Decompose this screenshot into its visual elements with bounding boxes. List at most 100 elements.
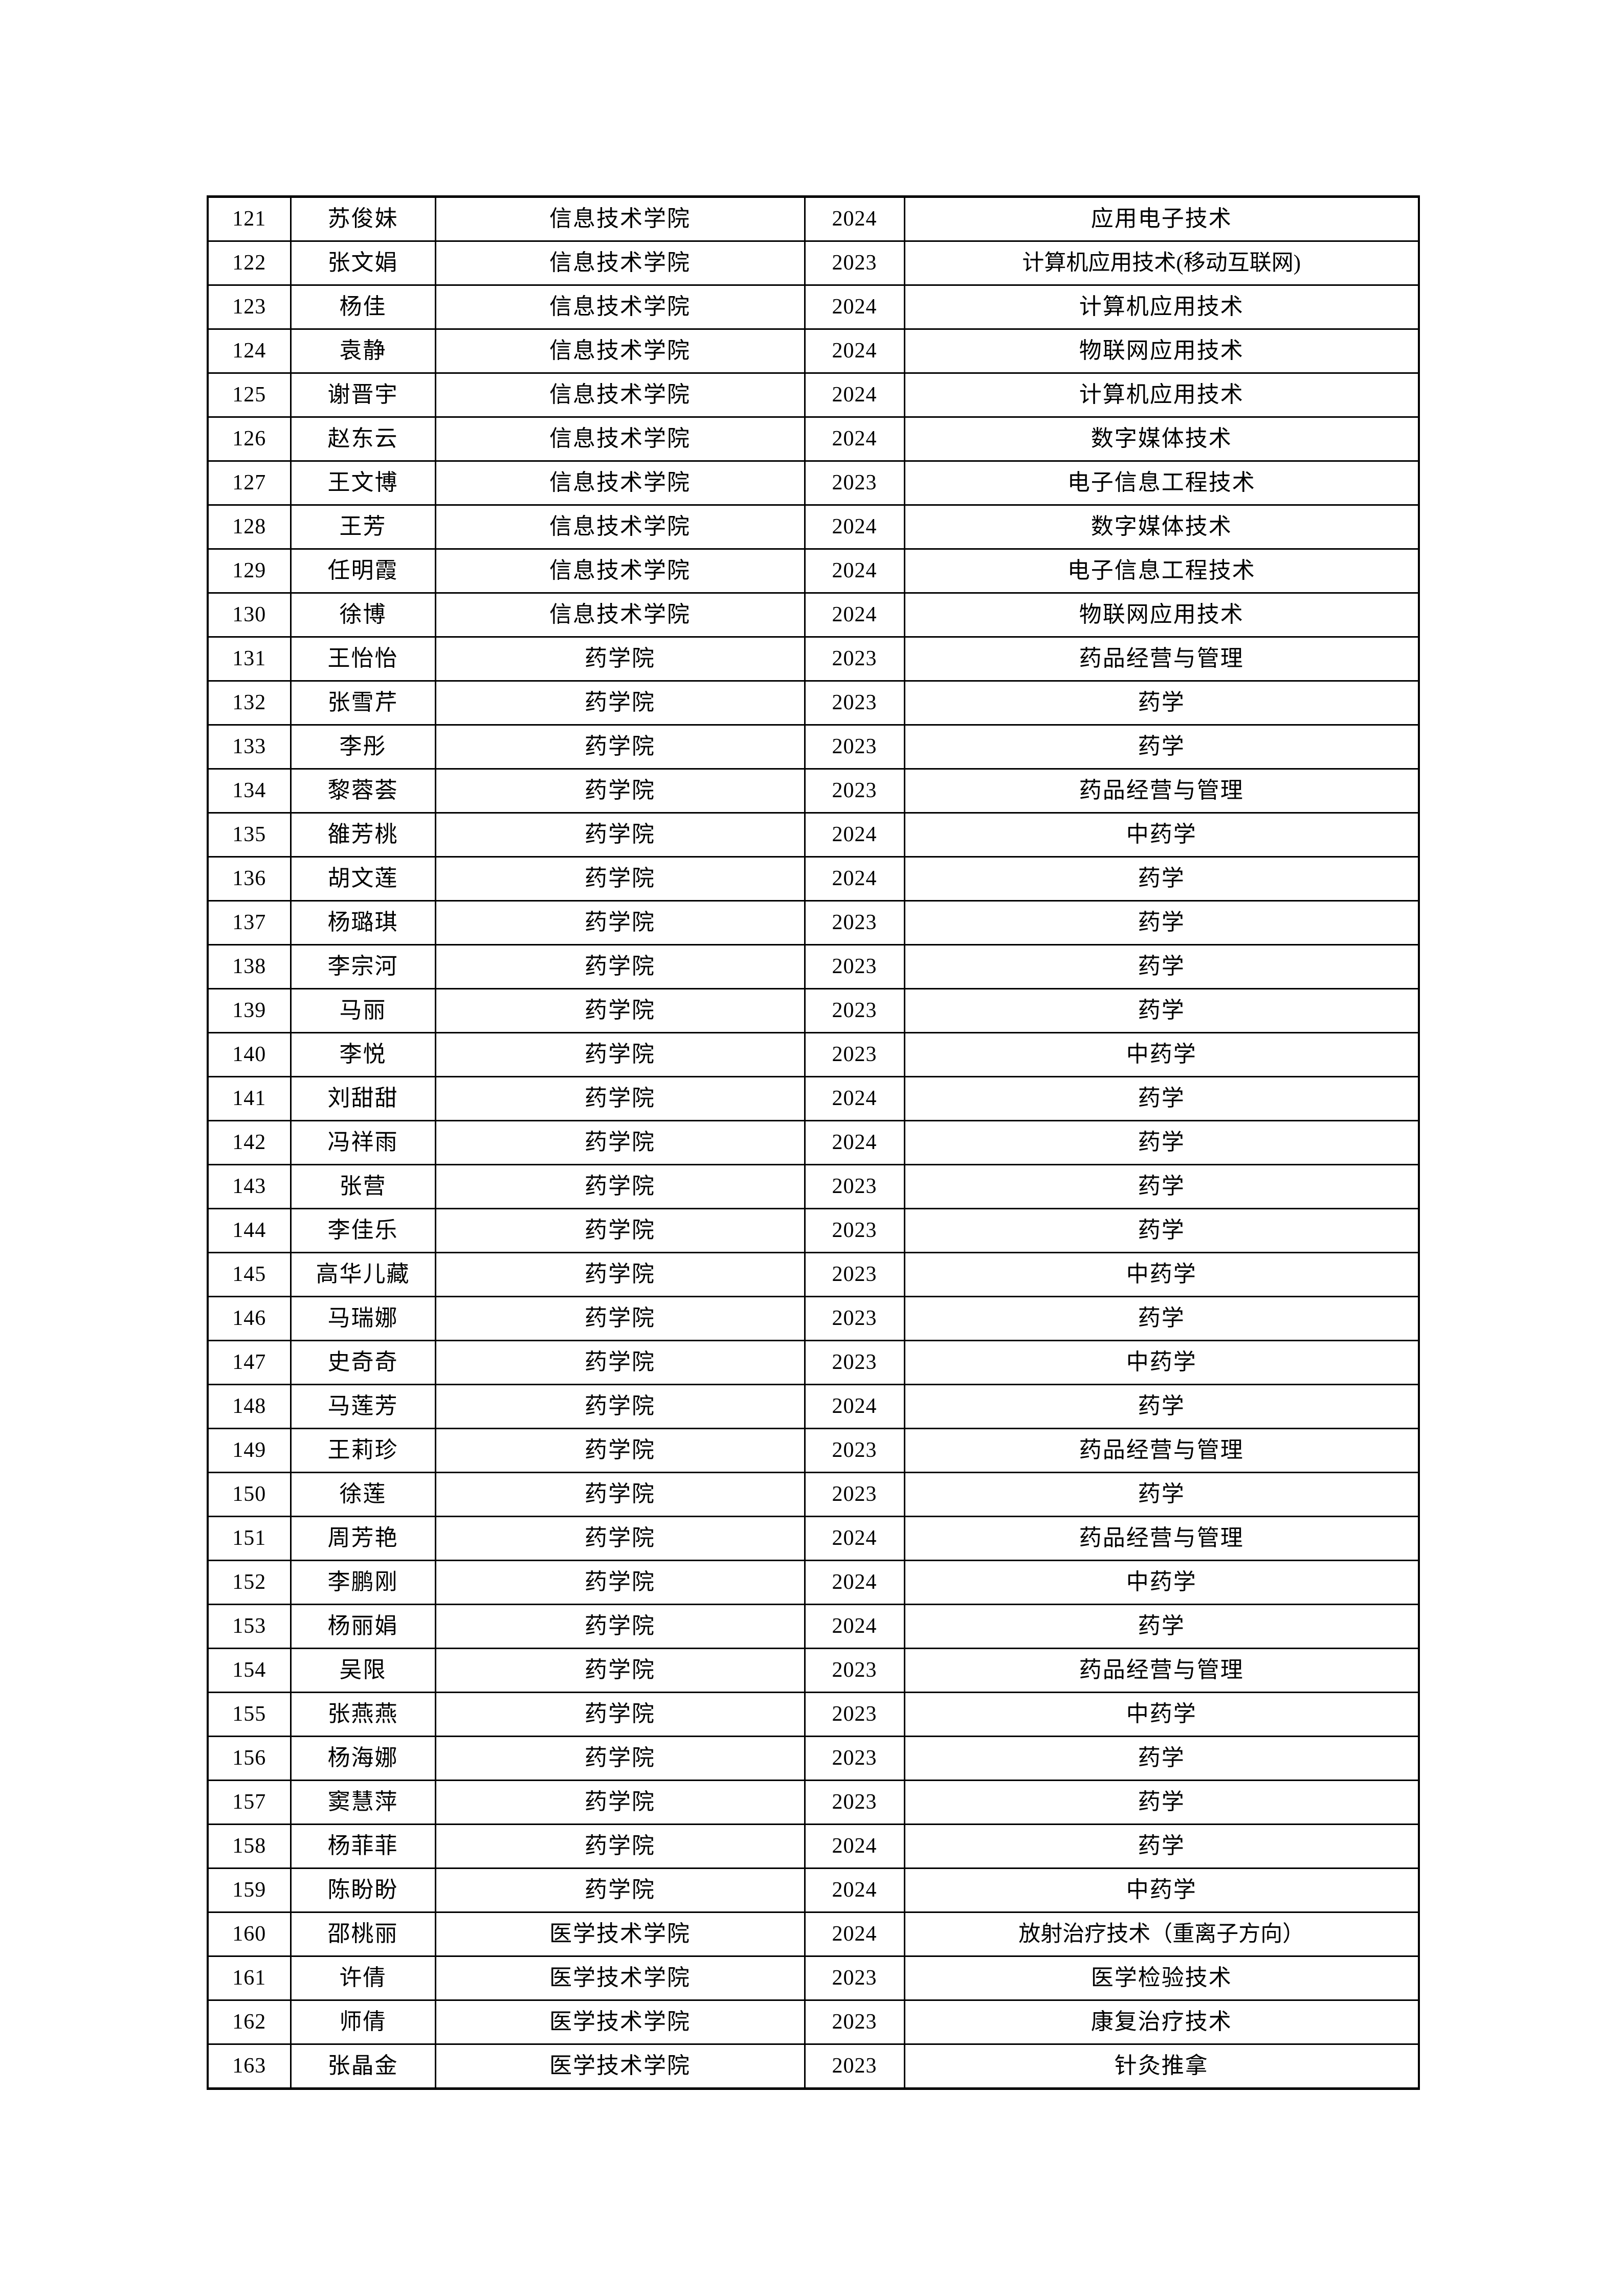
cell-year: 2024 [805,549,905,594]
cell-student-name: 雒芳桃 [291,813,436,858]
table-row: 142 冯祥雨 药学院 2024 药学 [208,1120,1419,1165]
cell-serial-number: 134 [208,769,292,814]
cell-student-name: 杨璐琪 [291,901,436,946]
cell-major: 药学 [904,1076,1419,1121]
cell-serial-number: 155 [208,1692,292,1737]
cell-student-name: 李鹏刚 [291,1560,436,1605]
cell-year: 2023 [805,988,905,1033]
cell-major: 计算机应用技术 [904,373,1419,418]
table-row: 127 王文博 信息技术学院 2023 电子信息工程技术 [208,461,1419,506]
cell-year: 2023 [805,1164,905,1209]
cell-year: 2024 [805,1604,905,1649]
cell-student-name: 王怡怡 [291,637,436,682]
table-row: 135 雒芳桃 药学院 2024 中药学 [208,813,1419,858]
cell-student-name: 窦慧萍 [291,1780,436,1825]
cell-major: 药学 [904,1164,1419,1209]
cell-college: 药学院 [435,1340,806,1385]
cell-serial-number: 150 [208,1472,292,1517]
cell-serial-number: 153 [208,1604,292,1649]
table-row: 151 周芳艳 药学院 2024 药品经营与管理 [208,1516,1419,1561]
cell-student-name: 马莲芳 [291,1384,436,1429]
cell-college: 药学院 [435,857,806,902]
cell-college: 药学院 [435,1648,806,1693]
cell-year: 2023 [805,1252,905,1297]
cell-student-name: 吴限 [291,1648,436,1693]
cell-serial-number: 127 [208,461,292,506]
cell-year: 2023 [805,241,905,286]
cell-serial-number: 137 [208,901,292,946]
cell-year: 2024 [805,1912,905,1957]
cell-student-name: 杨菲菲 [291,1824,436,1869]
cell-year: 2023 [805,944,905,989]
cell-college: 信息技术学院 [435,549,806,594]
cell-college: 药学院 [435,1824,806,1869]
cell-college: 医学技术学院 [435,2044,806,2089]
cell-college: 药学院 [435,1076,806,1121]
cell-major: 数字媒体技术 [904,417,1419,462]
cell-serial-number: 136 [208,857,292,902]
cell-serial-number: 146 [208,1296,292,1341]
table-row: 145 高华儿藏 药学院 2023 中药学 [208,1252,1419,1297]
cell-serial-number: 142 [208,1120,292,1165]
cell-major: 药学 [904,1604,1419,1649]
cell-college: 药学院 [435,769,806,814]
cell-year: 2023 [805,1472,905,1517]
cell-year: 2023 [805,2000,905,2045]
cell-student-name: 张营 [291,1164,436,1209]
cell-student-name: 王芳 [291,505,436,550]
table-row: 147 史奇奇 药学院 2023 中药学 [208,1340,1419,1385]
cell-student-name: 杨海娜 [291,1736,436,1781]
table-row: 136 胡文莲 药学院 2024 药学 [208,857,1419,902]
cell-student-name: 任明霞 [291,549,436,594]
cell-major: 药学 [904,681,1419,726]
cell-serial-number: 143 [208,1164,292,1209]
cell-college: 药学院 [435,944,806,989]
cell-college: 信息技术学院 [435,505,806,550]
cell-serial-number: 139 [208,988,292,1033]
cell-college: 信息技术学院 [435,285,806,330]
cell-college: 药学院 [435,637,806,682]
cell-year: 2023 [805,1340,905,1385]
cell-serial-number: 152 [208,1560,292,1605]
cell-serial-number: 140 [208,1032,292,1077]
cell-student-name: 胡文莲 [291,857,436,902]
cell-serial-number: 159 [208,1868,292,1913]
cell-student-name: 邵桃丽 [291,1912,436,1957]
cell-major: 药学 [904,1208,1419,1253]
cell-student-name: 张燕燕 [291,1692,436,1737]
cell-major: 药学 [904,1824,1419,1869]
cell-major: 药品经营与管理 [904,769,1419,814]
cell-college: 药学院 [435,901,806,946]
cell-year: 2023 [805,901,905,946]
cell-college: 信息技术学院 [435,373,806,418]
table-row: 130 徐博 信息技术学院 2024 物联网应用技术 [208,593,1419,638]
table-row: 149 王莉珍 药学院 2023 药品经营与管理 [208,1428,1419,1473]
table-row: 163 张晶金 医学技术学院 2023 针灸推拿 [208,2044,1419,2089]
cell-major: 针灸推拿 [1114,2053,1209,2079]
cell-serial-number: 126 [208,417,292,462]
cell-year: 2023 [805,725,905,770]
cell-serial-number: 125 [208,373,292,418]
table-row: 131 王怡怡 药学院 2023 药品经营与管理 [208,637,1419,682]
table-row: 144 李佳乐 药学院 2023 药学 [208,1208,1419,1253]
cell-year: 2023 [805,1692,905,1737]
cell-year: 2024 [805,1076,905,1121]
cell-serial-number: 144 [208,1208,292,1253]
cell-serial-number: 158 [208,1824,292,1869]
cell-college: 药学院 [435,1208,806,1253]
cell-serial-number: 138 [208,944,292,989]
cell-student-name: 刘甜甜 [291,1076,436,1121]
cell-college: 信息技术学院 [435,329,806,374]
cell-student-name: 苏俊妹 [291,196,436,242]
cell-year: 2023 [805,1648,905,1693]
cell-serial-number: 131 [208,637,292,682]
cell-major: 药学 [904,1472,1419,1517]
cell-serial-number: 162 [208,2000,292,2045]
cell-student-name: 黎蓉荟 [291,769,436,814]
cell-student-name: 徐莲 [291,1472,436,1517]
cell-college: 药学院 [435,1428,806,1473]
cell-college: 药学院 [435,1868,806,1913]
table-row: 143 张营 药学院 2023 药学 [208,1164,1419,1209]
cell-college: 医学技术学院 [435,1956,806,2001]
